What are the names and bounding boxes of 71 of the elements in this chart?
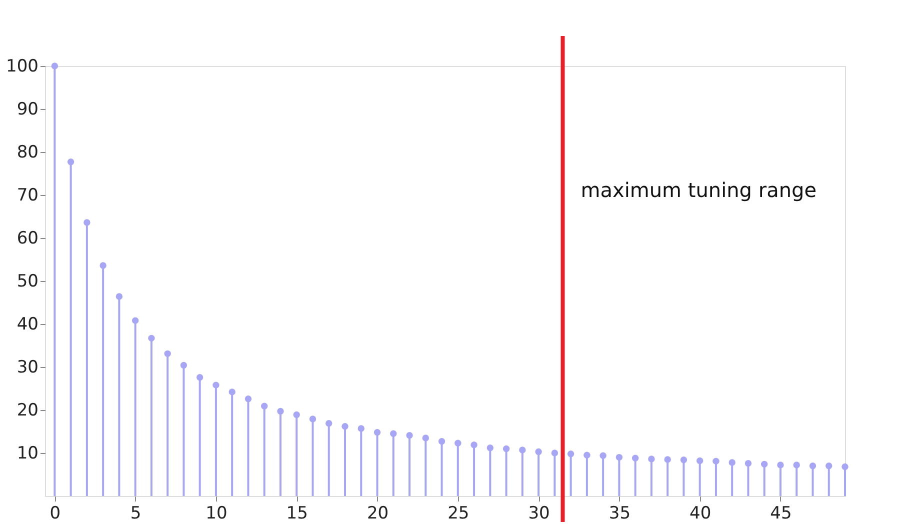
point <box>728 459 736 466</box>
x-tick-label: 0 <box>50 504 61 524</box>
point <box>600 452 606 459</box>
point <box>809 462 816 470</box>
point <box>148 334 155 342</box>
point <box>680 456 688 464</box>
point <box>406 432 413 439</box>
point <box>132 317 139 324</box>
point <box>826 462 832 470</box>
y-tick-label: 90 <box>16 100 38 120</box>
point <box>358 425 364 432</box>
point <box>326 420 332 427</box>
y-tick-label: 50 <box>16 272 38 292</box>
point <box>696 457 704 464</box>
point <box>293 411 300 418</box>
point <box>744 460 752 467</box>
ref-line-label: maximum tuning range <box>580 178 817 202</box>
x-tick-label: 10 <box>206 504 228 524</box>
point <box>116 293 123 300</box>
point <box>51 62 58 70</box>
point <box>519 446 526 454</box>
point <box>244 395 252 402</box>
point <box>567 450 574 458</box>
point <box>712 458 720 465</box>
point <box>454 440 462 446</box>
point <box>470 441 478 448</box>
point <box>777 462 784 468</box>
point <box>374 429 381 436</box>
point <box>309 416 316 422</box>
point <box>422 434 429 442</box>
x-tick-label: 25 <box>448 504 470 524</box>
point <box>196 374 204 381</box>
point <box>342 422 348 430</box>
y-tick-label: 10 <box>16 444 38 464</box>
point <box>486 444 494 452</box>
point <box>616 454 623 461</box>
point <box>180 362 188 369</box>
point <box>261 402 268 410</box>
point <box>164 350 171 358</box>
point <box>212 382 220 388</box>
point <box>390 430 397 437</box>
point <box>277 408 284 415</box>
y-tick-label: 80 <box>16 142 38 162</box>
x-tick-label: 20 <box>366 504 389 524</box>
point <box>584 452 590 458</box>
x-tick-label: 30 <box>528 504 550 524</box>
point <box>842 463 848 470</box>
x-tick-label: 5 <box>130 504 142 524</box>
y-tick-label: 70 <box>16 186 38 206</box>
x-tick-label: 15 <box>286 504 308 524</box>
y-tick-label: 100 <box>6 56 38 76</box>
point <box>535 448 542 456</box>
point <box>438 438 446 445</box>
y-tick-label: 20 <box>16 400 38 420</box>
x-tick-label: 35 <box>608 504 631 524</box>
x-tick-label: 40 <box>690 504 712 524</box>
point <box>632 454 639 462</box>
y-tick-label: 40 <box>16 314 38 334</box>
point <box>100 262 106 269</box>
y-tick-label: 30 <box>16 358 38 378</box>
x-tick-label: 45 <box>770 504 792 524</box>
point <box>793 462 800 468</box>
point <box>551 450 558 456</box>
point <box>67 158 74 166</box>
point <box>761 460 768 468</box>
y-tick-label: 60 <box>16 228 38 248</box>
point <box>84 219 90 226</box>
point <box>228 388 236 396</box>
point <box>648 456 655 462</box>
point <box>664 456 671 463</box>
point <box>502 445 510 452</box>
